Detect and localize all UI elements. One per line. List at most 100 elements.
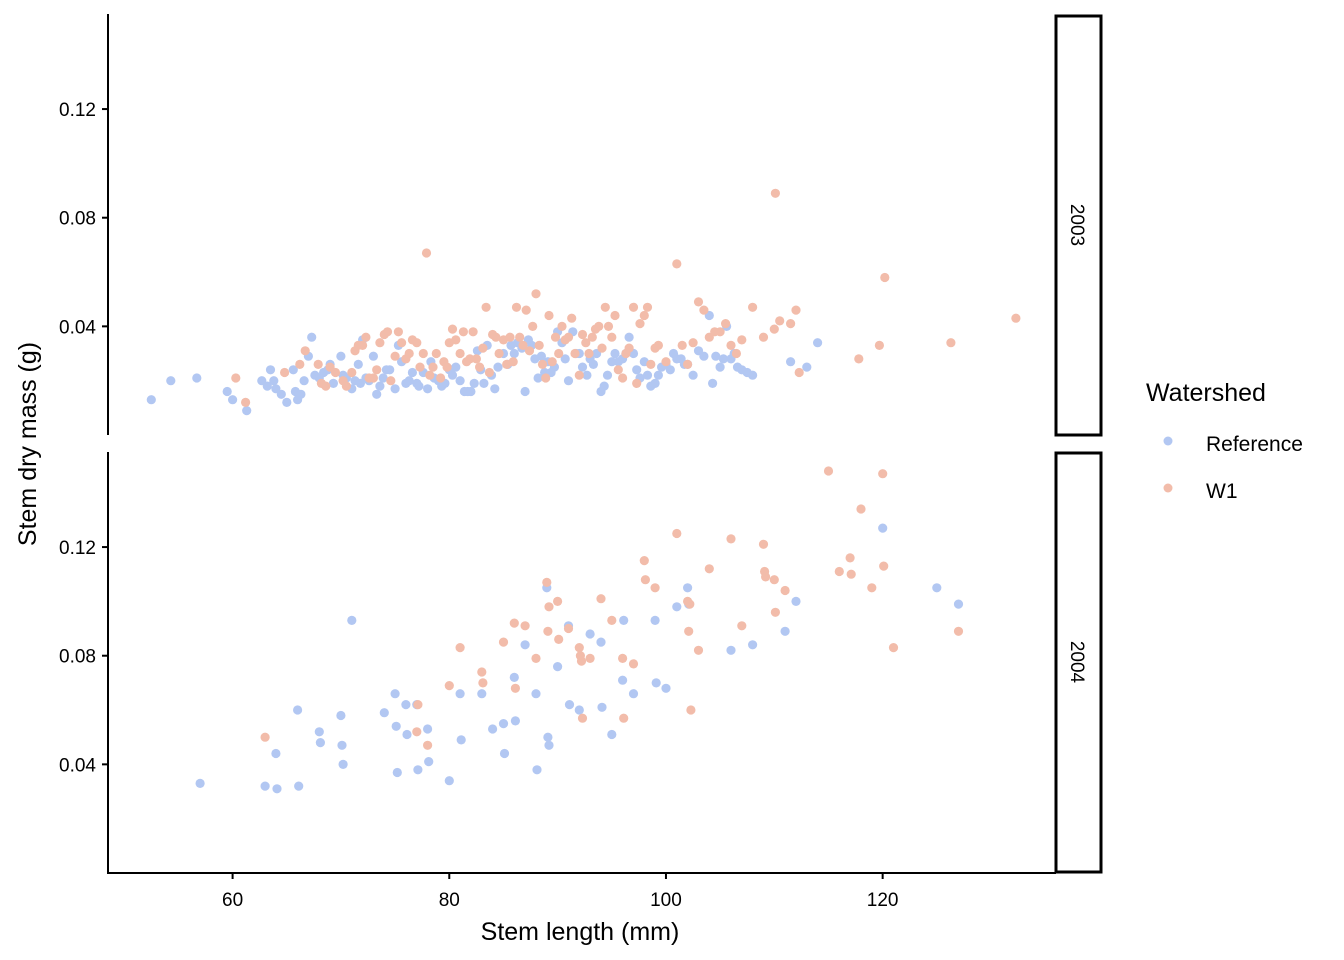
point-reference-2003 xyxy=(588,359,599,369)
point-w1-2003 xyxy=(484,367,494,378)
point-reference-2004 xyxy=(932,583,942,593)
point-reference-2003 xyxy=(653,370,664,380)
point-w1-2003 xyxy=(610,310,620,321)
point-reference-2003 xyxy=(276,389,286,399)
point-w1-2003 xyxy=(442,362,452,372)
point-w1-2003 xyxy=(404,348,414,359)
point-w1-2003 xyxy=(458,327,468,337)
point-w1-2004 xyxy=(618,653,628,664)
point-w1-2003 xyxy=(628,302,639,312)
panel-2004: 0.04 0.08 0.12 60 80 100 120 2004 xyxy=(59,451,1103,911)
x-tick-label: 60 xyxy=(222,890,243,911)
point-reference-2004 xyxy=(564,700,575,710)
point-w1-2004 xyxy=(554,634,564,645)
point-reference-2004 xyxy=(336,710,346,721)
point-w1-2004 xyxy=(684,626,694,636)
point-reference-2003 xyxy=(265,365,276,375)
point-w1-2003 xyxy=(481,302,491,312)
point-w1-2003 xyxy=(515,332,525,342)
point-w1-2003 xyxy=(471,354,481,364)
x-tick-label: 80 xyxy=(439,890,460,911)
point-w1-2003 xyxy=(688,338,698,348)
point-reference-2003 xyxy=(353,359,363,369)
point-w1-2004 xyxy=(758,539,769,549)
point-reference-2004 xyxy=(532,765,542,775)
point-w1-2004 xyxy=(455,643,465,653)
point-reference-2003 xyxy=(509,348,519,359)
point-w1-2004 xyxy=(769,575,779,585)
legend: Watershed Reference W1 xyxy=(1146,379,1303,503)
point-w1-2003 xyxy=(597,343,607,353)
point-reference-2004 xyxy=(423,724,433,734)
x-ticks: 60 80 100 120 xyxy=(222,873,899,911)
point-w1-2004 xyxy=(888,643,899,653)
point-reference-2003 xyxy=(493,362,503,372)
point-w1-2003 xyxy=(531,289,541,299)
y-tick-label: 0.08 xyxy=(59,209,96,230)
point-w1-2004 xyxy=(498,637,509,647)
point-reference-2004 xyxy=(596,637,606,647)
point-reference-2003 xyxy=(404,376,414,386)
point-reference-2003 xyxy=(688,370,698,380)
point-w1-2003 xyxy=(521,305,531,315)
point-w1-2004 xyxy=(780,585,790,596)
point-reference-2003 xyxy=(455,376,465,386)
point-reference-2003 xyxy=(146,395,156,405)
point-reference-2004 xyxy=(520,640,530,650)
point-w1-2004 xyxy=(510,683,520,693)
point-reference-2004 xyxy=(456,735,466,745)
point-w1-2003 xyxy=(451,335,461,345)
point-reference-2004 xyxy=(574,705,584,715)
point-reference-2004 xyxy=(498,719,509,729)
point-w1-2003 xyxy=(646,359,656,369)
point-reference-2004 xyxy=(510,716,520,726)
point-w1-2003 xyxy=(570,348,580,359)
point-reference-2003 xyxy=(296,389,306,399)
point-w1-2004 xyxy=(509,618,519,628)
y-tick-label: 0.04 xyxy=(59,317,96,338)
point-w1-2003 xyxy=(375,338,385,348)
point-w1-2004 xyxy=(544,602,554,612)
point-w1-2003 xyxy=(241,397,251,407)
point-w1-2004 xyxy=(867,583,877,593)
point-reference-2003 xyxy=(269,376,279,386)
point-w1-2003 xyxy=(436,373,446,383)
point-w1-2003 xyxy=(428,362,438,372)
point-reference-2003 xyxy=(610,348,620,359)
point-w1-2004 xyxy=(477,667,487,677)
point-w1-2004 xyxy=(639,556,649,566)
point-w1-2003 xyxy=(748,302,758,312)
point-reference-2003 xyxy=(328,378,338,388)
point-reference-2003 xyxy=(577,362,588,372)
point-reference-2003 xyxy=(642,370,653,380)
panel-2003: 0.04 0.08 0.12 2003 xyxy=(59,14,1103,437)
point-w1-2003 xyxy=(412,338,422,348)
point-reference-2004 xyxy=(607,729,617,740)
point-reference-2003 xyxy=(336,351,346,361)
point-reference-2004 xyxy=(294,781,304,791)
point-reference-2003 xyxy=(378,373,388,383)
point-w1-2004 xyxy=(543,626,553,636)
point-w1-2004 xyxy=(685,599,695,609)
point-reference-2003 xyxy=(407,367,417,378)
point-w1-2004 xyxy=(704,564,714,574)
point-w1-2003 xyxy=(415,362,425,372)
point-w1-2004 xyxy=(726,534,736,544)
point-w1-2003 xyxy=(382,327,393,337)
point-reference-2003 xyxy=(786,357,796,367)
point-w1-2004 xyxy=(856,504,866,514)
point-reference-2003 xyxy=(222,386,232,397)
point-reference-2003 xyxy=(563,376,574,386)
point-w1-2003 xyxy=(769,324,779,334)
point-reference-2003 xyxy=(699,351,709,361)
point-reference-2003 xyxy=(299,376,309,386)
point-w1-2003 xyxy=(600,302,610,312)
point-reference-2004 xyxy=(619,615,629,626)
point-reference-2003 xyxy=(447,370,458,380)
point-w1-2003 xyxy=(524,346,535,356)
point-w1-2003 xyxy=(455,348,465,359)
point-reference-2004 xyxy=(953,599,964,609)
point-reference-2003 xyxy=(166,376,176,386)
point-reference-2003 xyxy=(715,362,725,372)
